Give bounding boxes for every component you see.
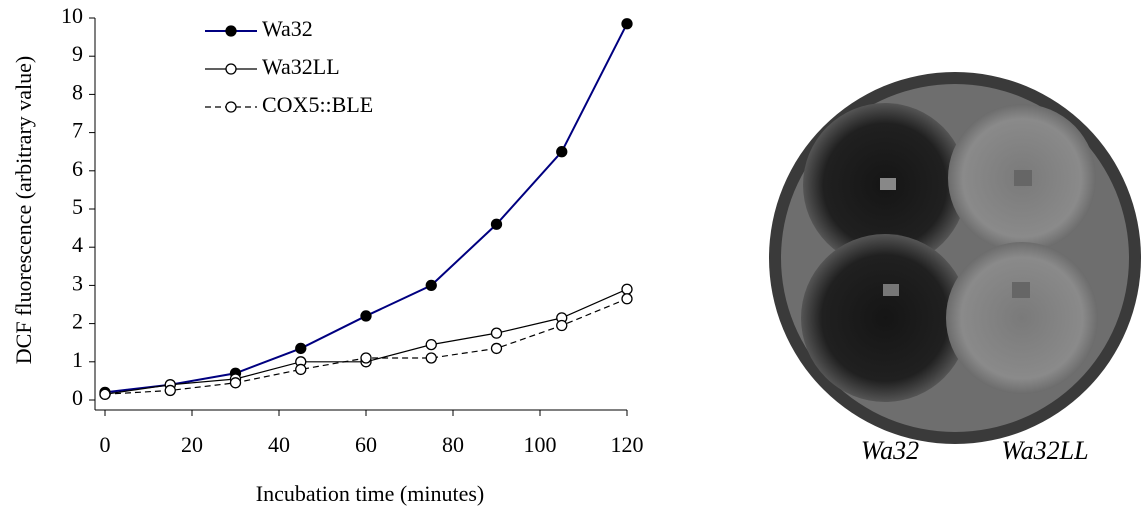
data-point [164, 384, 176, 397]
data-point [556, 146, 568, 158]
colony [801, 234, 969, 402]
x-tick-label: 120 [611, 432, 644, 457]
data-point [425, 352, 437, 364]
y-tick-label: 10 [61, 3, 83, 28]
data-point [490, 327, 503, 339]
data-point [490, 342, 503, 355]
legend-marker [225, 101, 237, 113]
y-tick-label: 5 [72, 194, 83, 219]
data-point [295, 363, 307, 376]
series-line [104, 288, 628, 395]
legend-label: Wa32LL [262, 54, 340, 79]
data-point [621, 293, 633, 305]
legend-label: COX5::BLE [262, 92, 373, 117]
plug [1014, 170, 1032, 186]
photo-label: Wa32LL [1001, 436, 1088, 465]
y-tick-label: 9 [72, 41, 83, 66]
data-point [295, 342, 307, 355]
legend-marker [225, 25, 237, 37]
photo-label: Wa32 [861, 436, 919, 465]
x-tick-label: 0 [100, 432, 111, 457]
x-tick-label: 80 [442, 432, 464, 457]
y-tick-label: 7 [72, 118, 83, 143]
data-point [425, 338, 437, 351]
legend-label: Wa32 [262, 16, 313, 41]
plug [1012, 282, 1030, 298]
data-point [425, 279, 437, 292]
y-axis-label: DCF fluorescence (arbitrary value) [11, 56, 36, 364]
series-line [104, 23, 628, 394]
petri-dish-photo: Wa32 Wa32LL [769, 72, 1141, 465]
y-tick-label: 0 [72, 385, 83, 410]
y-tick-label: 4 [72, 232, 83, 257]
data-point [360, 310, 372, 322]
data-point [229, 377, 242, 389]
x-axis-label: Incubation time (minutes) [256, 481, 485, 506]
data-point [621, 18, 633, 30]
legend-marker [225, 63, 237, 75]
data-point [99, 388, 111, 400]
x-tick-label: 20 [181, 432, 203, 457]
colony [946, 242, 1098, 394]
data-point [556, 319, 568, 332]
y-tick-label: 1 [72, 347, 83, 372]
x-tick-label: 60 [355, 432, 377, 457]
x-tick-label: 40 [268, 432, 290, 457]
plug [883, 284, 899, 296]
data-point [360, 352, 372, 364]
x-tick-label: 100 [524, 432, 557, 457]
y-tick-label: 8 [72, 79, 83, 104]
y-tick-label: 3 [72, 270, 83, 295]
y-tick-label: 6 [72, 156, 83, 181]
y-tick-label: 2 [72, 309, 83, 334]
data-point [490, 218, 503, 230]
plug [880, 178, 896, 190]
data-point [621, 283, 633, 295]
